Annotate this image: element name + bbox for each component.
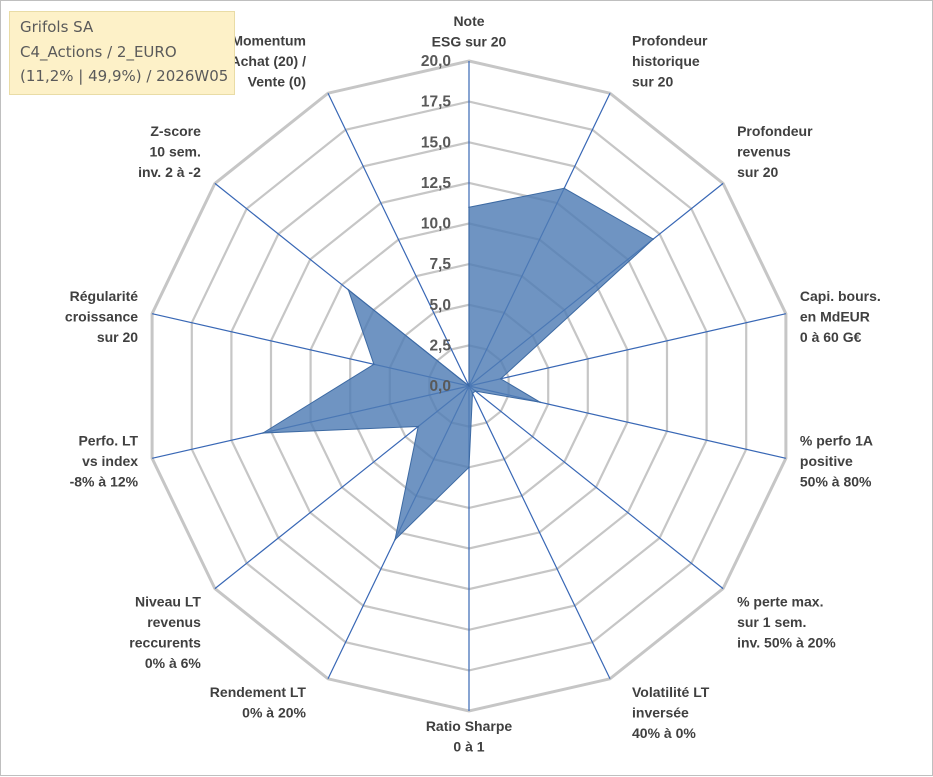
axis-label-9: Niveau LT revenus reccurents 0% à 6% (129, 594, 201, 672)
info-company-name: Grifols SA (20, 18, 94, 36)
tick-label: 2,5 (429, 337, 451, 354)
axis-label-10: Perfo. LT vs index -8% à 12% (70, 433, 139, 490)
data-point-7 (468, 466, 470, 469)
info-category: C4_Actions / 2_EURO (20, 43, 177, 61)
axis-line-6 (468, 385, 611, 680)
axis-line-5 (468, 385, 724, 590)
info-box: Grifols SA C4_Actions / 2_EURO (11,2% | … (9, 11, 235, 95)
data-point-5 (474, 390, 477, 392)
tick-label: 5,0 (429, 297, 451, 314)
data-point-0 (468, 206, 470, 209)
tick-label: 12,5 (421, 175, 452, 192)
data-point-1 (563, 187, 565, 190)
data-point-8 (394, 538, 396, 541)
data-point-2 (652, 238, 654, 240)
axis-label-2: Profondeur revenus sur 20 (737, 123, 813, 180)
tick-label: 20,0 (421, 53, 451, 70)
axis-label-12: Z-score 10 sem. inv. 2 à -2 (138, 123, 201, 180)
tick-label: 17,5 (421, 94, 452, 111)
info-stats: (11,2% | 49,9%) / 2026W05 (20, 67, 229, 85)
axis-label-5: % perte max. sur 1 sem. inv. 50% à 20% (737, 594, 836, 651)
data-point-13 (468, 385, 470, 387)
axis-line-13 (327, 92, 470, 387)
axis-label-4: % perfo 1A positive 50% à 80% (800, 433, 873, 490)
data-point-11 (373, 363, 375, 366)
axis-line-3 (468, 313, 787, 387)
axis-label-8: Rendement LT 0% à 20% (210, 684, 307, 721)
data-point-10 (262, 432, 264, 434)
axis-label-13: Momentum Achat (20) / Vente (0) (231, 33, 307, 90)
data-point-9 (417, 425, 420, 428)
data-point-4 (539, 401, 542, 404)
data-point-6 (471, 392, 474, 395)
tick-label: 0,0 (429, 378, 451, 395)
axis-label-3: Capi. bours. en MdEUR 0 à 60 G€ (800, 288, 881, 345)
tick-label: 15,0 (421, 134, 451, 151)
axis-label-11: Régularité croissance sur 20 (65, 288, 138, 345)
axis-label-7: Ratio Sharpe 0 à 1 (426, 718, 513, 755)
axis-label-6: Volatilité LT inversée 40% à 0% (632, 684, 710, 741)
tick-label: 10,0 (421, 216, 451, 233)
data-point-3 (499, 378, 502, 380)
data-point-12 (347, 288, 350, 291)
tick-label: 7,5 (429, 256, 451, 273)
axis-label-1: Profondeur historique sur 20 (632, 33, 708, 90)
axis-label-0: Note ESG sur 20 (432, 13, 507, 50)
